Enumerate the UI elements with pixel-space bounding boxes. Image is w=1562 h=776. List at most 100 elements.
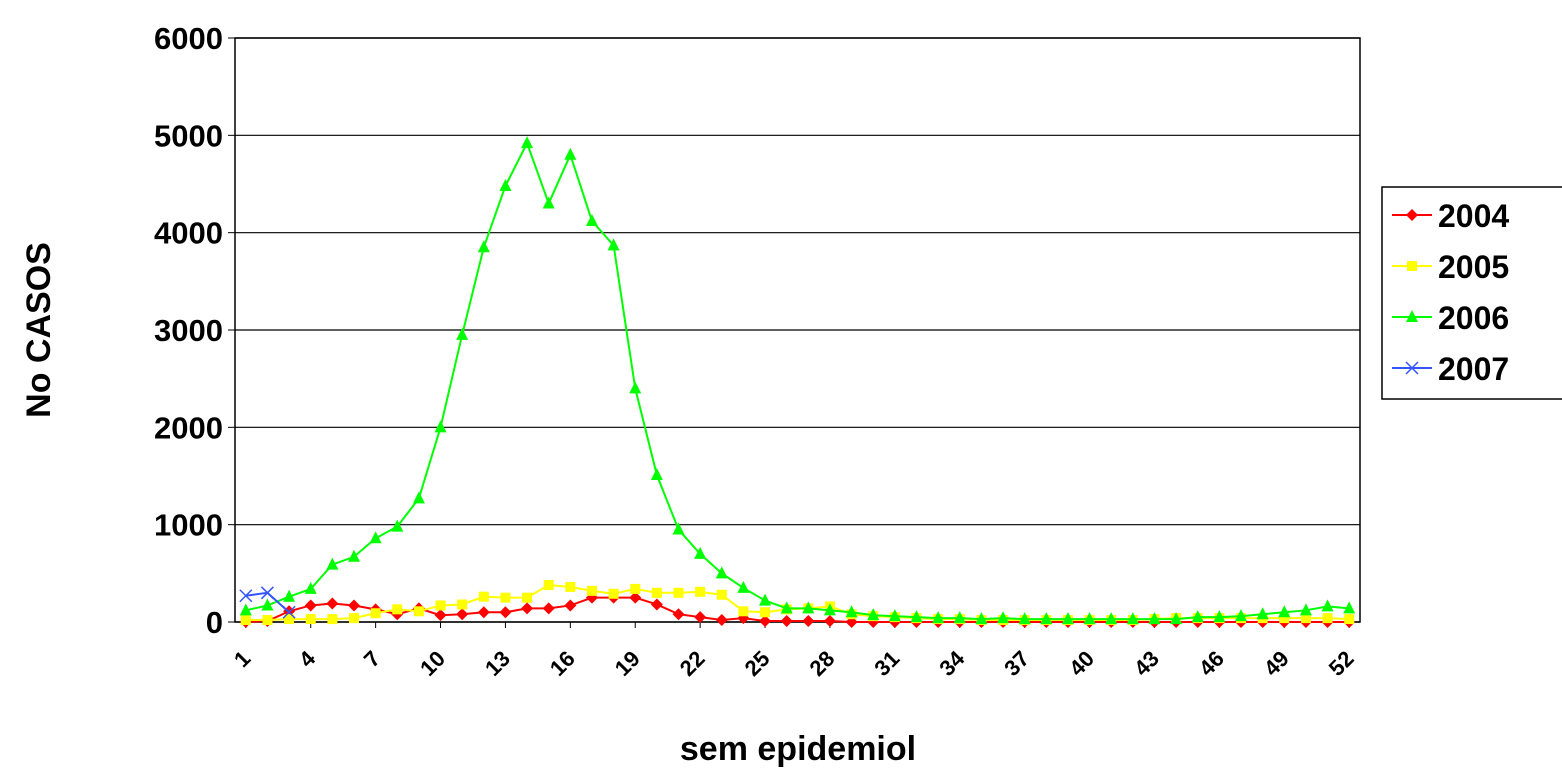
x-tick-label: 7 <box>359 646 385 672</box>
point <box>456 327 469 340</box>
legend-label: 2005 <box>1438 249 1509 285</box>
point <box>1321 599 1334 612</box>
point <box>953 611 966 624</box>
point <box>1126 612 1139 625</box>
point <box>434 609 447 622</box>
point <box>304 599 317 612</box>
point <box>780 601 793 614</box>
legend-label: 2007 <box>1438 351 1509 387</box>
point <box>608 588 619 599</box>
point <box>694 546 707 559</box>
x-tick-label: 37 <box>999 646 1034 681</box>
point <box>239 603 252 616</box>
y-axis-title: No CASOS <box>20 242 58 418</box>
point <box>478 591 489 602</box>
point <box>1018 612 1031 625</box>
series-line <box>245 596 1350 623</box>
point <box>715 566 728 579</box>
point <box>521 602 534 615</box>
point <box>284 614 295 625</box>
point <box>522 592 533 603</box>
point <box>932 611 945 624</box>
y-tick-label: 4000 <box>154 216 223 251</box>
point <box>542 602 555 615</box>
y-tick-label: 3000 <box>154 313 223 348</box>
point <box>823 615 836 628</box>
legend-label: 2006 <box>1438 300 1509 336</box>
point <box>261 598 274 611</box>
point <box>282 605 296 619</box>
point <box>327 614 338 625</box>
point <box>1061 612 1074 625</box>
point <box>629 591 642 604</box>
y-tick-label: 2000 <box>154 410 223 445</box>
x-tick-label: 40 <box>1064 646 1099 681</box>
point <box>673 587 684 598</box>
y-tick-label: 5000 <box>154 118 223 153</box>
legend-marker <box>1405 361 1419 375</box>
point <box>760 607 771 618</box>
point <box>738 606 749 617</box>
point <box>564 599 577 612</box>
point <box>565 581 576 592</box>
point <box>1170 612 1183 625</box>
point <box>283 589 296 602</box>
point <box>802 601 815 614</box>
point <box>260 586 274 600</box>
point <box>715 614 728 627</box>
point <box>759 593 772 606</box>
point <box>564 147 577 160</box>
point <box>499 606 512 619</box>
point <box>780 615 793 628</box>
point <box>370 608 381 619</box>
point <box>1191 610 1204 623</box>
point <box>456 608 469 621</box>
point <box>1343 601 1356 614</box>
point <box>629 381 642 394</box>
point <box>867 608 880 621</box>
point <box>759 615 772 628</box>
x-tick-label: 10 <box>415 646 450 681</box>
point <box>412 491 425 504</box>
legend-box <box>1381 186 1562 400</box>
x-tick-label: 52 <box>1324 646 1359 681</box>
point <box>326 597 339 610</box>
x-tick-label: 31 <box>869 646 904 681</box>
x-axis-title: sem epidemiol <box>680 730 916 768</box>
x-tick-label: 28 <box>804 646 839 681</box>
point <box>586 585 597 596</box>
point <box>413 606 424 617</box>
point <box>434 420 447 433</box>
point <box>1213 610 1226 623</box>
point <box>1278 605 1291 618</box>
point <box>543 580 554 591</box>
point <box>888 609 901 622</box>
point <box>477 240 490 253</box>
point <box>694 611 707 624</box>
point <box>650 468 663 481</box>
point <box>457 599 468 610</box>
x-tick-label: 13 <box>480 646 515 681</box>
legend-marker <box>1406 209 1418 221</box>
point <box>240 615 251 626</box>
point <box>1322 613 1333 624</box>
x-tick-label: 1 <box>229 646 255 672</box>
x-tick-label: 34 <box>934 645 970 681</box>
point <box>1256 607 1269 620</box>
x-tick-label: 22 <box>675 646 710 681</box>
legend-marker <box>1406 310 1418 322</box>
point <box>585 213 598 226</box>
point <box>391 519 404 532</box>
point <box>1148 612 1161 625</box>
point <box>695 586 706 597</box>
x-tick-label: 49 <box>1259 646 1294 681</box>
y-tick-label: 6000 <box>154 21 223 56</box>
point <box>477 606 490 619</box>
point <box>1279 613 1290 624</box>
point <box>1344 614 1355 625</box>
point <box>1040 612 1053 625</box>
point <box>1300 613 1311 624</box>
point <box>542 196 555 209</box>
point <box>802 615 815 628</box>
